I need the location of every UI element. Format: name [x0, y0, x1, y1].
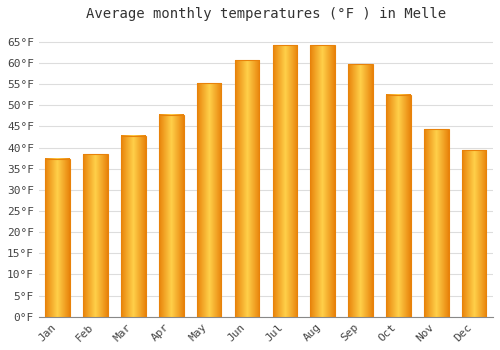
Bar — [386, 94, 410, 317]
Bar — [159, 114, 184, 317]
Bar — [462, 150, 486, 317]
Bar — [272, 45, 297, 317]
Bar — [84, 154, 108, 317]
Bar — [424, 129, 448, 317]
Bar — [234, 60, 260, 317]
Bar — [348, 64, 373, 317]
Title: Average monthly temperatures (°F ) in Melle: Average monthly temperatures (°F ) in Me… — [86, 7, 446, 21]
Bar — [46, 159, 70, 317]
Bar — [121, 136, 146, 317]
Bar — [310, 45, 335, 317]
Bar — [197, 83, 222, 317]
